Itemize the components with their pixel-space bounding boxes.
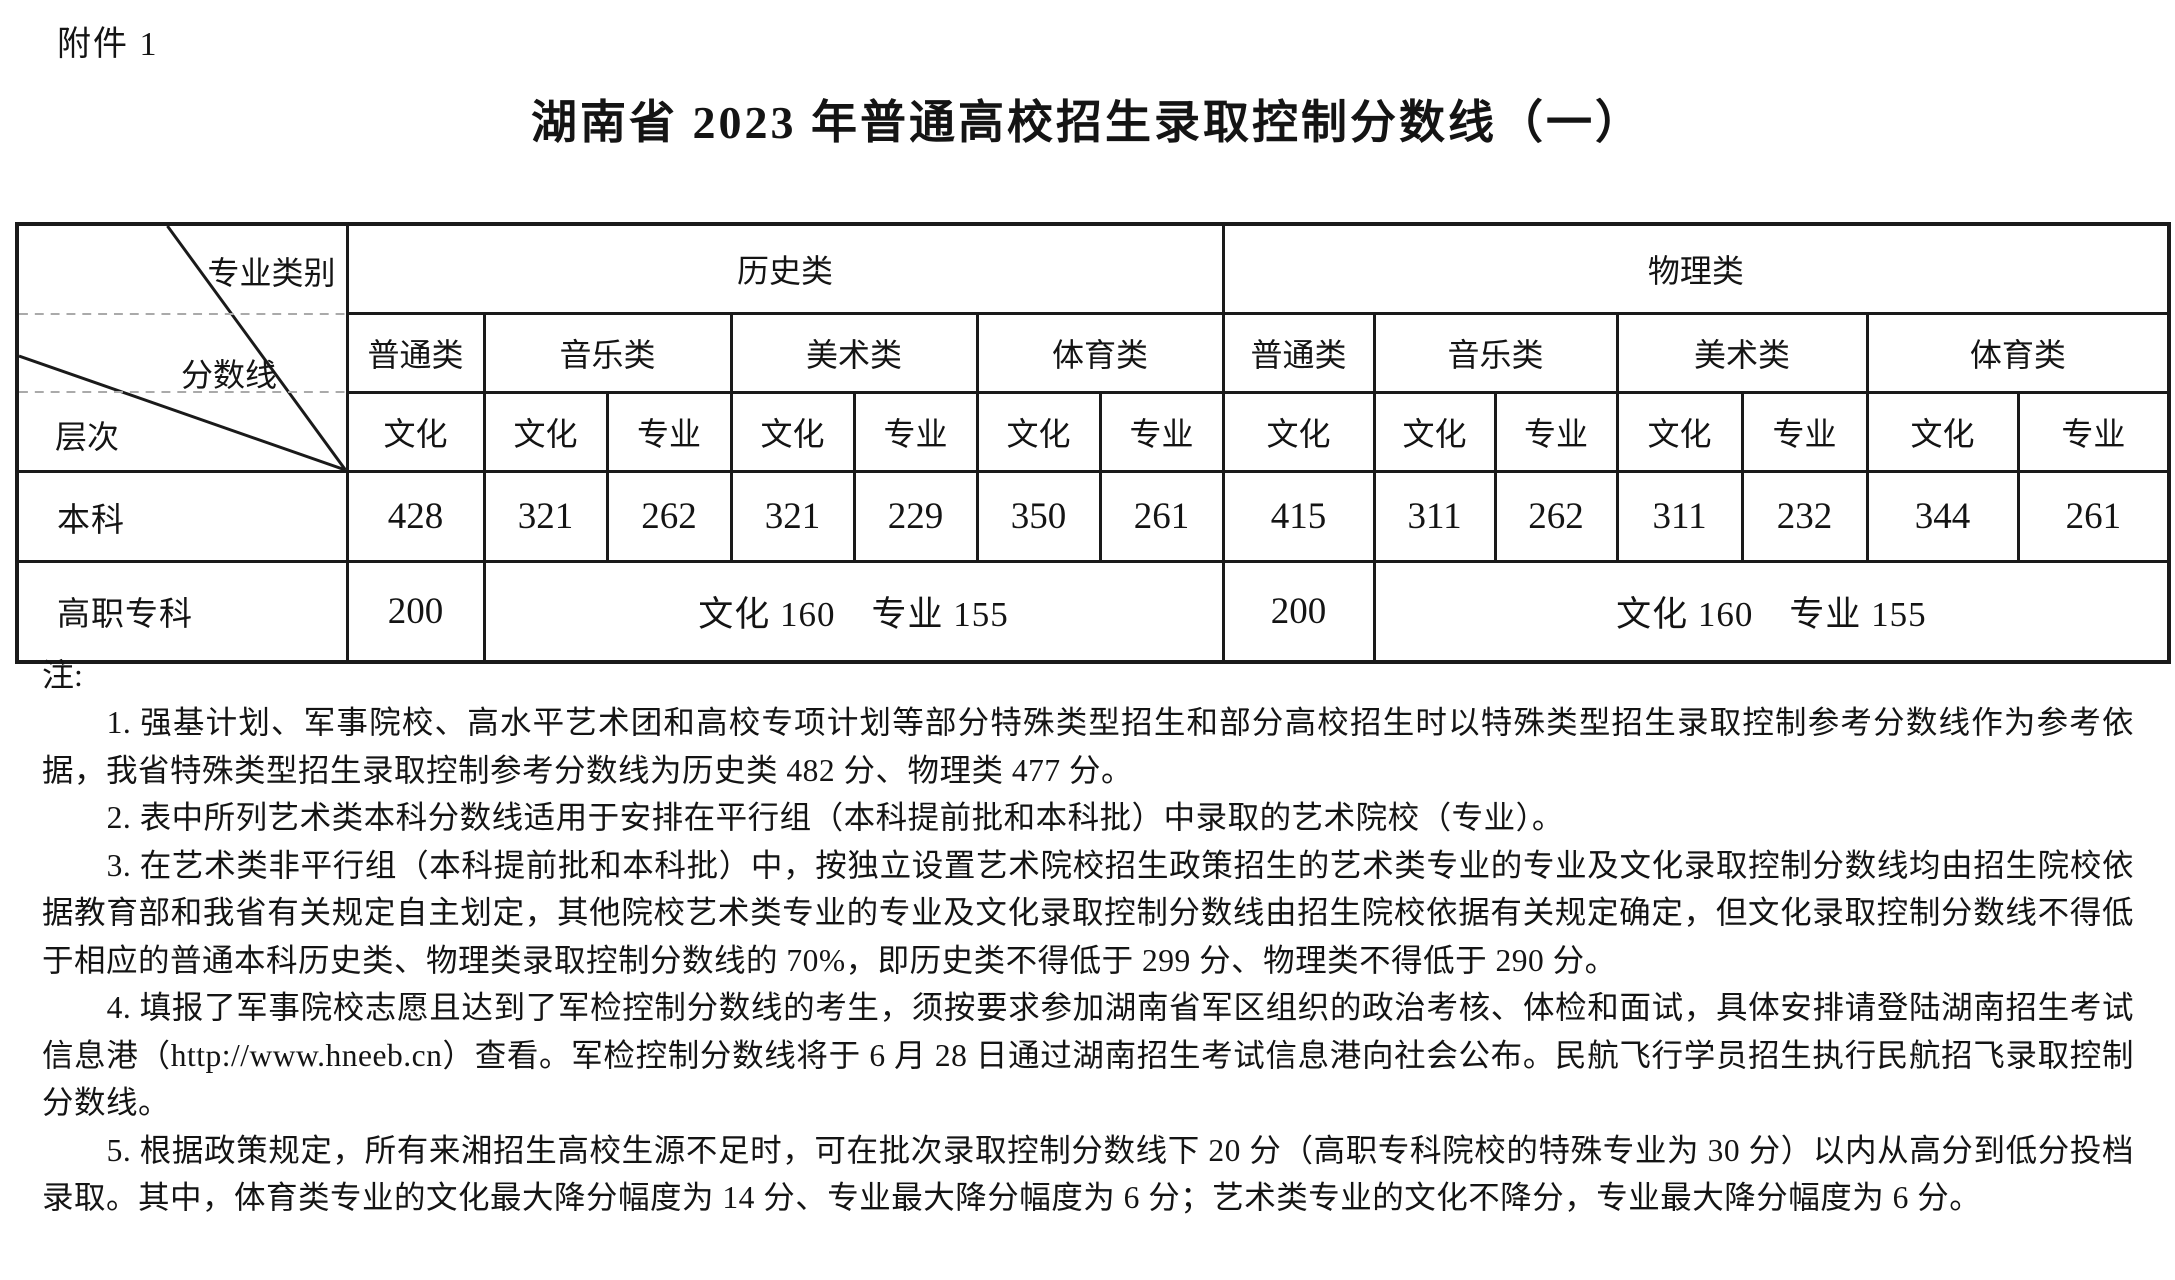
- category-header-physics-general: 普通类: [1221, 311, 1376, 394]
- subheader-history-music-major: 专业: [605, 390, 733, 474]
- corner-label-level: 层次: [55, 419, 120, 455]
- benke-history-pe-culture: 350: [975, 470, 1102, 563]
- subheader-history-art-culture: 文化: [729, 390, 856, 474]
- benke-history-pe-major: 261: [1098, 470, 1225, 563]
- benke-physics-pe-culture: 344: [1865, 470, 2020, 563]
- subheader-history-pe-culture: 文化: [975, 390, 1102, 474]
- note-item-1: 1. 强基计划、军事院校、高水平艺术团和高校专项计划等部分特殊类型招生和部分高校…: [42, 705, 2134, 788]
- subheader-physics-general-culture: 文化: [1221, 390, 1376, 474]
- note-item-4: 4. 填报了军事院校志愿且达到了军检控制分数线的考生，须按要求参加湖南省军区组织…: [42, 990, 2134, 1120]
- benke-history-art-major: 229: [852, 470, 979, 563]
- subheader-history-pe-major: 专业: [1098, 390, 1225, 474]
- benke-physics-pe-major: 261: [2016, 470, 2171, 563]
- row-label-benke: 本科: [15, 470, 349, 563]
- note-item-3: 3. 在艺术类非平行组（本科提前批和本科批）中，按独立设置艺术院校招生政策招生的…: [42, 847, 2134, 978]
- corner-label-scoreline: 分数线: [181, 357, 278, 393]
- category-header-history-pe: 体育类: [975, 311, 1225, 394]
- benke-physics-art-culture: 311: [1615, 470, 1744, 563]
- attachment-label: 附件 1: [57, 26, 159, 63]
- benke-history-music-major: 262: [605, 470, 733, 563]
- subheader-physics-art-major: 专业: [1740, 390, 1869, 474]
- gaozhi-physics-general-culture: 200: [1221, 560, 1376, 663]
- gaozhi-history-merged-scores: 文化 160 专业 155: [482, 560, 1225, 663]
- subheader-physics-pe-culture: 文化: [1865, 390, 2020, 474]
- category-header-physics-music: 音乐类: [1372, 311, 1619, 394]
- category-header-history-art: 美术类: [729, 311, 979, 394]
- gaozhi-physics-merged-scores: 文化 160 专业 155: [1372, 560, 2171, 663]
- category-header-physics-pe: 体育类: [1865, 311, 2171, 394]
- notes-label: 注:: [42, 657, 83, 693]
- benke-physics-music-major: 262: [1493, 470, 1619, 563]
- benke-physics-music-culture: 311: [1372, 470, 1497, 563]
- corner-cell-content: 专业类别 分数线 层次: [20, 226, 344, 469]
- category-header-history-general: 普通类: [345, 311, 486, 394]
- table-row-benke: 本科 428 321 262 321 229 350 261 415 311 2…: [15, 470, 2171, 563]
- subheader-history-art-major: 专业: [852, 390, 979, 474]
- corner-label-category: 专业类别: [207, 255, 336, 291]
- subheader-history-music-culture: 文化: [482, 390, 609, 474]
- page-title: 湖南省 2023 年普通高校招生录取控制分数线（一）: [531, 97, 1644, 148]
- category-header-physics-art: 美术类: [1615, 311, 1869, 394]
- benke-history-art-culture: 321: [729, 470, 856, 563]
- table-row-gaozhi: 高职专科 200 文化 160 专业 155 200 文化 160 专业 155: [15, 560, 2171, 663]
- score-table: 专业类别 分数线 层次 历史类 物理类 普通类 音乐类 美术类 体育类 普通类 …: [15, 222, 2172, 664]
- benke-history-music-culture: 321: [482, 470, 609, 563]
- corner-cell: 专业类别 分数线 层次: [15, 222, 349, 473]
- subheader-physics-music-major: 专业: [1493, 390, 1619, 474]
- subheader-physics-pe-major: 专业: [2016, 390, 2171, 474]
- subheader-physics-music-culture: 文化: [1372, 390, 1497, 474]
- benke-history-general-culture: 428: [345, 470, 486, 563]
- row-label-gaozhi: 高职专科: [15, 560, 349, 663]
- benke-physics-art-major: 232: [1740, 470, 1869, 563]
- category-header-history-music: 音乐类: [482, 311, 733, 394]
- group-header-physics: 物理类: [1221, 222, 2171, 315]
- benke-physics-general-culture: 415: [1221, 470, 1376, 563]
- notes-section: 注: 1. 强基计划、军事院校、高水平艺术团和高校专项计划等部分特殊类型招生和部…: [42, 652, 2134, 1222]
- note-item-2: 2. 表中所列艺术类本科分数线适用于安排在平行组（本科提前批和本科批）中录取的艺…: [106, 800, 1564, 835]
- diagonal-divider-lines: [20, 226, 344, 469]
- subheader-history-general-culture: 文化: [345, 390, 486, 474]
- subheader-physics-art-culture: 文化: [1615, 390, 1744, 474]
- gaozhi-history-general-culture: 200: [345, 560, 486, 663]
- note-item-5: 5. 根据政策规定，所有来湘招生高校生源不足时，可在批次录取控制分数线下 20 …: [42, 1132, 2134, 1216]
- group-header-history: 历史类: [345, 222, 1225, 315]
